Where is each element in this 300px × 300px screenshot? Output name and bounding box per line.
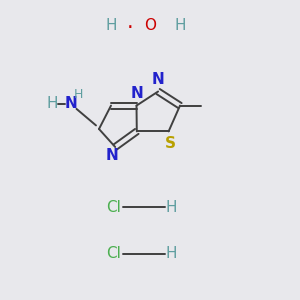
Text: H: H: [174, 18, 186, 33]
Text: H: H: [47, 96, 58, 111]
Text: H: H: [73, 88, 83, 101]
Text: N: N: [64, 96, 77, 111]
Text: O: O: [144, 18, 156, 33]
Text: H: H: [165, 200, 177, 214]
Text: N: N: [105, 148, 118, 164]
Text: N: N: [130, 86, 143, 101]
Text: S: S: [165, 136, 176, 151]
Text: N: N: [152, 72, 164, 87]
Text: Cl: Cl: [106, 200, 122, 214]
Text: H: H: [105, 18, 117, 33]
Text: Cl: Cl: [106, 246, 122, 261]
Text: ·: ·: [127, 18, 134, 38]
Text: H: H: [165, 246, 177, 261]
